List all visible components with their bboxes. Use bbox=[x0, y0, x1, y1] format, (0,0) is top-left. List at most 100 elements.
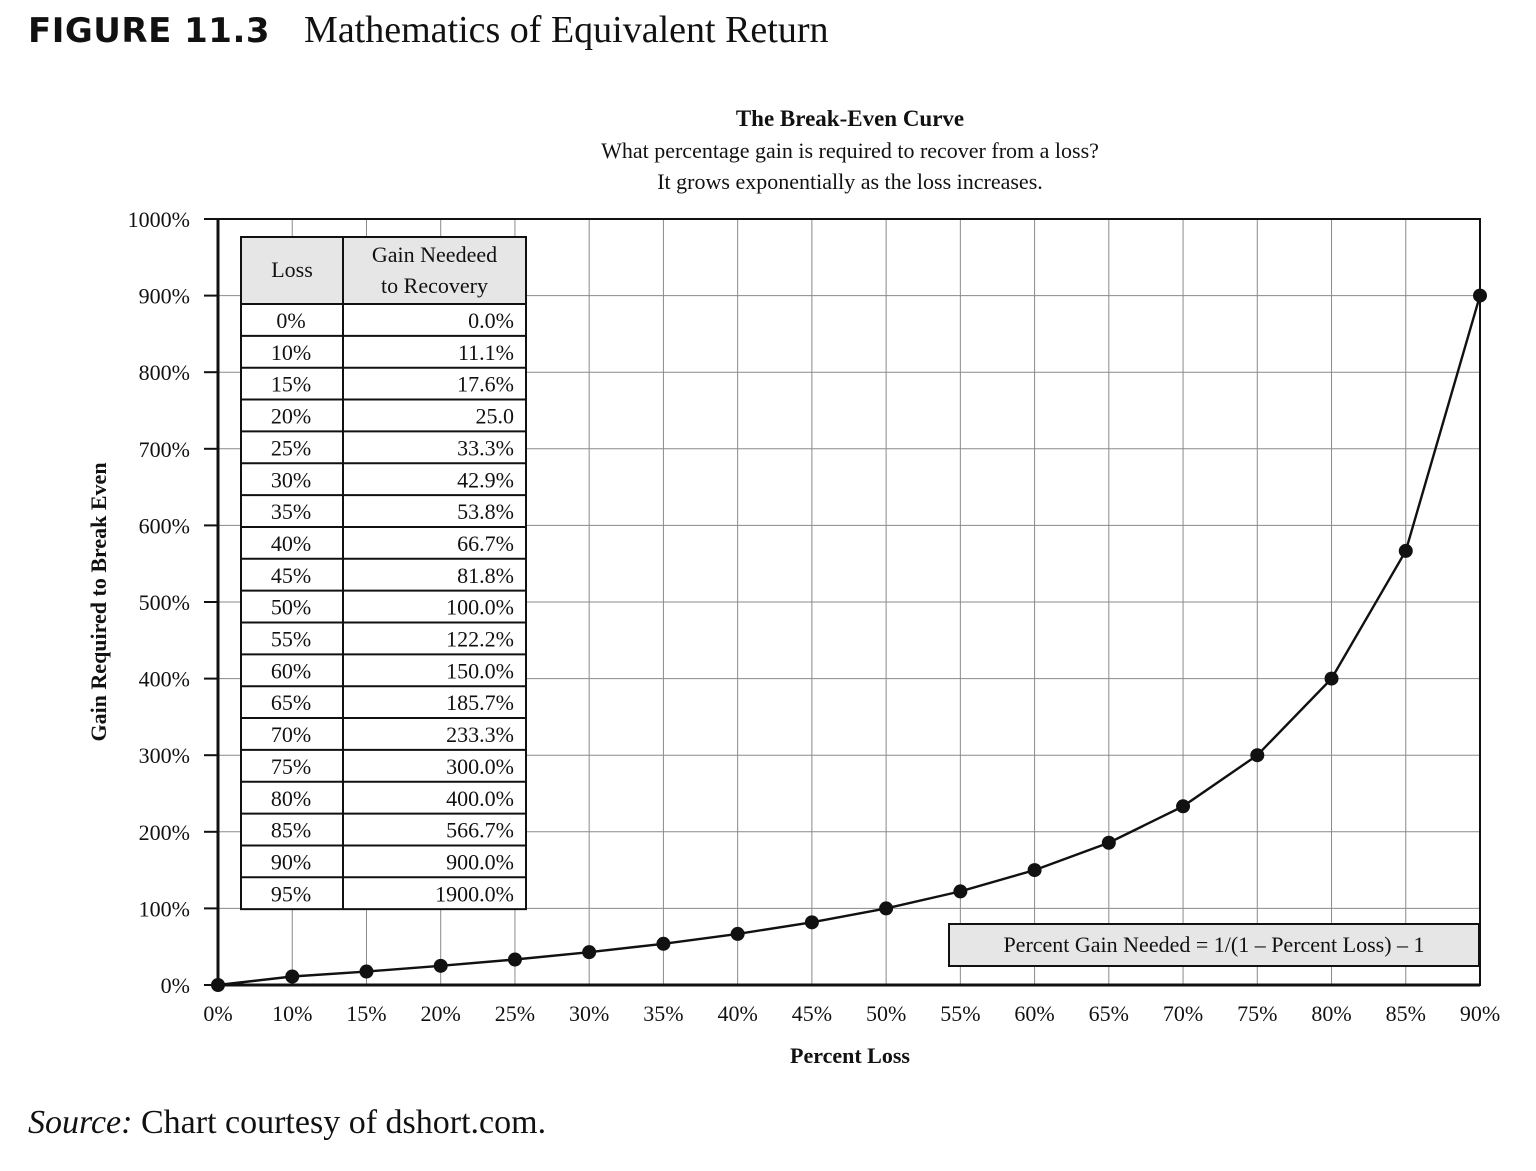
table-cell-gain: 150.0% bbox=[446, 658, 514, 683]
table-cell-gain: 66.7% bbox=[457, 531, 514, 556]
x-tick-label: 35% bbox=[643, 1001, 683, 1026]
table-cell-loss: 35% bbox=[271, 499, 311, 524]
chart-subtitle-1: What percentage gain is required to reco… bbox=[601, 138, 1099, 163]
table-cell-loss: 10% bbox=[271, 340, 311, 365]
x-tick-label: 55% bbox=[940, 1001, 980, 1026]
data-point bbox=[507, 952, 522, 967]
x-tick-label: 25% bbox=[495, 1001, 535, 1026]
data-point bbox=[1473, 288, 1487, 303]
table-cell-loss: 20% bbox=[271, 404, 311, 429]
data-point bbox=[285, 969, 300, 984]
x-tick-label: 15% bbox=[346, 1001, 386, 1026]
table-cell-loss: 75% bbox=[271, 754, 311, 779]
data-point bbox=[804, 915, 819, 930]
table-cell-loss: 15% bbox=[271, 372, 311, 397]
series-line bbox=[217, 295, 1482, 987]
table-cell-loss: 90% bbox=[271, 849, 311, 874]
table-cell-gain: 400.0% bbox=[446, 786, 514, 811]
source-note: Source: Chart courtesy of dshort.com. bbox=[28, 1104, 546, 1142]
table-cell-gain: 233.3% bbox=[446, 722, 514, 747]
source-text: Chart courtesy of dshort.com. bbox=[140, 1104, 547, 1141]
x-tick-label: 10% bbox=[272, 1001, 312, 1026]
table-cell-loss: 60% bbox=[271, 658, 311, 683]
table-cell-gain: 11.1% bbox=[458, 340, 514, 365]
data-point bbox=[1176, 799, 1191, 814]
x-tick-label: 0% bbox=[203, 1001, 232, 1026]
x-axis-title: Percent Loss bbox=[790, 1043, 910, 1068]
source-label: Source: bbox=[28, 1104, 133, 1141]
table-cell-gain: 53.8% bbox=[457, 499, 514, 524]
x-tick-label: 50% bbox=[866, 1001, 906, 1026]
x-tick-label: 45% bbox=[792, 1001, 832, 1026]
table-cell-loss: 45% bbox=[271, 563, 311, 588]
x-tick-label: 60% bbox=[1014, 1001, 1054, 1026]
y-tick-label: 600% bbox=[139, 513, 190, 538]
x-tick-label: 65% bbox=[1089, 1001, 1129, 1026]
table-cell-gain: 300.0% bbox=[446, 754, 514, 779]
table-cell-loss: 50% bbox=[271, 595, 311, 620]
formula-box bbox=[948, 923, 1480, 967]
x-tick-label: 80% bbox=[1311, 1001, 1351, 1026]
y-tick-label: 300% bbox=[139, 743, 190, 768]
y-tick-label: 1000% bbox=[128, 207, 190, 232]
data-point bbox=[1027, 863, 1042, 878]
table-frame bbox=[240, 236, 527, 911]
table-header-gain-2: to Recovery bbox=[381, 273, 488, 298]
table-header-gain: Gain Needeed bbox=[372, 242, 497, 267]
y-tick-label: 900% bbox=[139, 284, 190, 309]
table-cell-loss: 55% bbox=[271, 627, 311, 652]
data-point bbox=[1101, 835, 1116, 850]
table-cell-gain: 0.0% bbox=[468, 308, 514, 333]
data-point bbox=[730, 926, 745, 941]
figure-title: Mathematics of Equivalent Return bbox=[304, 9, 829, 51]
data-point bbox=[656, 936, 671, 951]
x-tick-label: 75% bbox=[1237, 1001, 1277, 1026]
x-tick-label: 70% bbox=[1163, 1001, 1203, 1026]
table-cell-gain: 81.8% bbox=[457, 563, 514, 588]
table-cell-gain: 566.7% bbox=[446, 818, 514, 843]
table-cell-gain: 42.9% bbox=[457, 467, 514, 492]
table-cell-loss: 80% bbox=[271, 786, 311, 811]
x-tick-label: 90% bbox=[1460, 1001, 1500, 1026]
data-point bbox=[879, 901, 894, 916]
table-cell-gain: 185.7% bbox=[446, 690, 514, 715]
y-tick-label: 800% bbox=[139, 360, 190, 385]
table-cell-loss: 85% bbox=[271, 818, 311, 843]
table-cell-loss: 30% bbox=[271, 467, 311, 492]
data-point bbox=[211, 978, 225, 992]
y-tick-label: 400% bbox=[139, 667, 190, 692]
table-cell-loss: 25% bbox=[271, 435, 311, 460]
data-point bbox=[359, 964, 374, 979]
x-tick-label: 20% bbox=[421, 1001, 461, 1026]
data-point bbox=[1324, 671, 1339, 686]
y-tick-label: 700% bbox=[139, 437, 190, 462]
table-cell-gain: 25.0 bbox=[476, 404, 515, 429]
table-header-bg bbox=[240, 236, 527, 305]
y-axis-title: Gain Required to Break Even bbox=[86, 462, 111, 741]
x-tick-label: 30% bbox=[569, 1001, 609, 1026]
data-point bbox=[582, 945, 597, 960]
table-cell-gain: 1900.0% bbox=[435, 881, 514, 906]
table-cell-gain: 122.2% bbox=[446, 627, 514, 652]
x-tick-label: 40% bbox=[717, 1001, 757, 1026]
chart-subtitle-2: It grows exponentially as the loss incre… bbox=[657, 169, 1043, 194]
table-cell-gain: 33.3% bbox=[457, 435, 514, 460]
data-point bbox=[1398, 543, 1413, 558]
y-tick-label: 200% bbox=[139, 820, 190, 845]
table-cell-gain: 900.0% bbox=[446, 849, 514, 874]
data-point bbox=[1250, 748, 1265, 763]
table-cell-gain: 100.0% bbox=[446, 595, 514, 620]
formula-text: Percent Gain Needed = 1/(1 – Percent Los… bbox=[1003, 932, 1424, 957]
table-cell-loss: 95% bbox=[271, 881, 311, 906]
y-tick-label: 500% bbox=[139, 590, 190, 615]
data-point bbox=[433, 958, 448, 973]
y-tick-label: 100% bbox=[139, 896, 190, 921]
data-point bbox=[953, 884, 968, 899]
table-cell-gain: 17.6% bbox=[457, 372, 514, 397]
table-cell-loss: 70% bbox=[271, 722, 311, 747]
table-cell-loss: 40% bbox=[271, 531, 311, 556]
table-header-loss: Loss bbox=[271, 257, 313, 282]
chart-title: The Break-Even Curve bbox=[736, 106, 964, 131]
figure-label: FIGURE 11.3 bbox=[28, 11, 271, 51]
